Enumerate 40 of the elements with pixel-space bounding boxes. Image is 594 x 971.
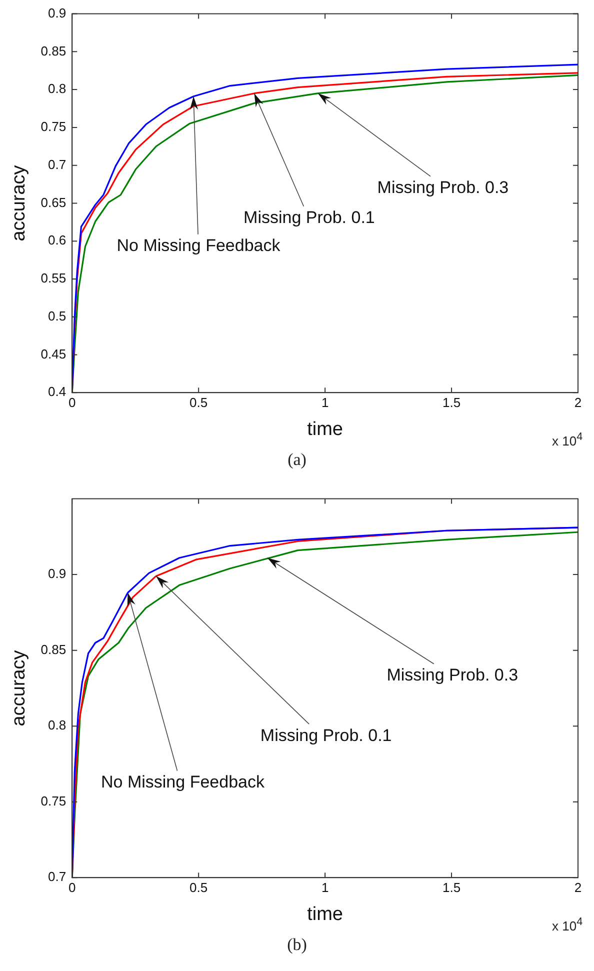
text: (b) — [286, 935, 308, 955]
annotation: No Missing Feedback — [101, 772, 265, 792]
x-tick-label: 0.5 — [190, 394, 208, 410]
y-axis-title: accuracy — [8, 650, 30, 726]
x-axis-title: time — [307, 418, 344, 440]
text: x 10$^{4}$ — [552, 430, 583, 448]
x-tick-label: 1.5 — [442, 394, 461, 410]
text: (a) — [286, 450, 308, 470]
y-tick-label: 0.85 — [40, 642, 66, 657]
y-tick-label: 0.9 — [48, 5, 66, 20]
y-tick-label: 0.8 — [48, 81, 66, 96]
y-tick-label: 0.55 — [40, 270, 66, 286]
x-axis-title: time — [307, 904, 344, 925]
x-tick-label: 0 — [68, 880, 76, 895]
x-tick-label: 2 — [574, 394, 582, 410]
annotation: Missing Prob. 0.3 — [377, 178, 509, 198]
y-tick-label: 0.5 — [48, 308, 66, 324]
y-tick-label: 0.9 — [48, 566, 66, 582]
x-tick-label: 0 — [68, 394, 76, 410]
y-tick-label: 0.7 — [48, 869, 66, 884]
y-tick-label: 0.4 — [48, 384, 66, 400]
x-tick-label: 0.5 — [190, 880, 208, 895]
y-tick-label: 0.8 — [48, 718, 66, 733]
y-tick-label: 0.65 — [40, 194, 66, 210]
y-tick-label: 0.85 — [40, 43, 66, 58]
y-tick-label: 0.45 — [40, 346, 66, 362]
y-axis-title: accuracy — [8, 164, 30, 242]
y-tick-label: 0.75 — [40, 119, 66, 134]
annotation: No Missing Feedback — [116, 236, 281, 256]
annotation: Missing Prob. 0.1 — [260, 726, 392, 745]
x-tick-label: 1 — [321, 880, 329, 895]
x-tick-label: 1 — [321, 394, 329, 410]
annotation: Missing Prob. 0.3 — [386, 666, 518, 685]
y-tick-label: 0.6 — [48, 232, 66, 248]
y-tick-label: 0.7 — [48, 156, 66, 172]
x-tick-label: 1.5 — [442, 880, 461, 895]
y-tick-label: 0.75 — [40, 793, 66, 808]
x-tick-label: 2 — [574, 880, 582, 895]
text: x 10$^{4}$ — [552, 916, 583, 933]
annotation: Missing Prob. 0.1 — [244, 208, 375, 228]
